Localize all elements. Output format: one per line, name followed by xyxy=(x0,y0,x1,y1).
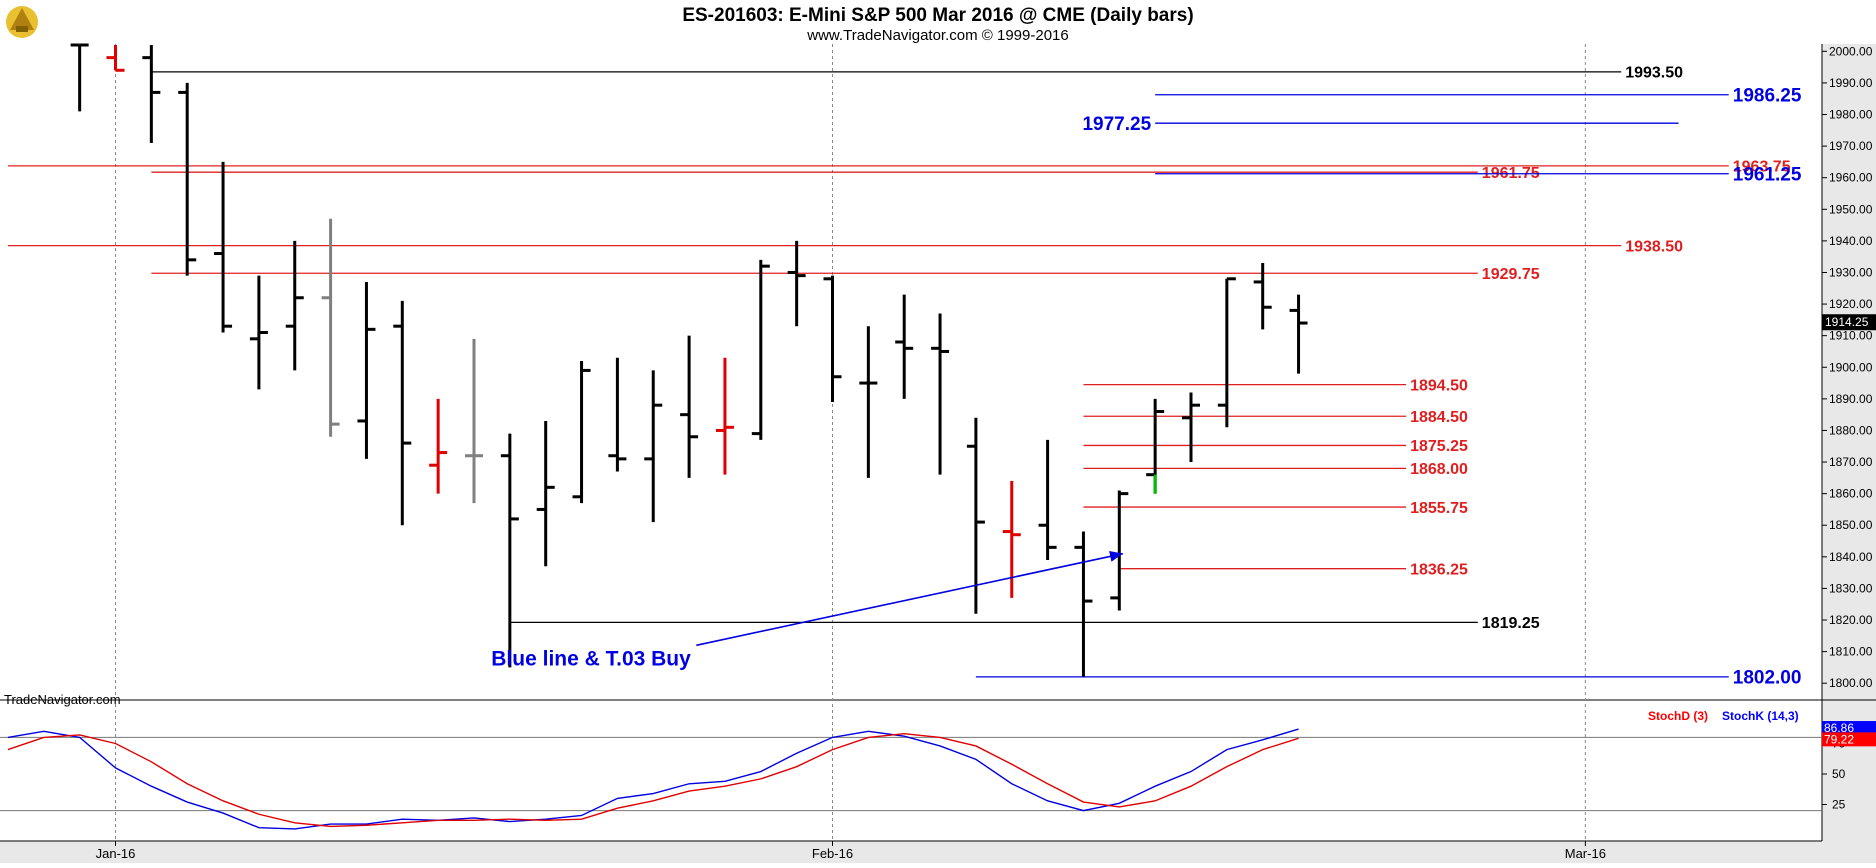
level-label: 1938.50 xyxy=(1625,238,1683,255)
ohlc-bar xyxy=(1074,531,1093,677)
ohlc-bar xyxy=(895,294,914,399)
chart-subtitle: www.TradeNavigator.com © 1999-2016 xyxy=(806,27,1068,44)
ohlc-bar xyxy=(106,45,125,72)
stoch-k-value: 86.86 xyxy=(1824,721,1854,735)
ohlc-bar xyxy=(285,240,304,371)
ohlc-bar xyxy=(1182,392,1200,463)
level-label: 1884.50 xyxy=(1410,409,1468,426)
price-tick-label: 1960.00 xyxy=(1829,171,1873,185)
ohlc-bar xyxy=(1146,398,1165,494)
ohlc-bar xyxy=(178,82,197,276)
ohlc-bar xyxy=(321,218,340,437)
price-tick-label: 2000.00 xyxy=(1829,44,1873,58)
ohlc-bar xyxy=(70,43,89,112)
level-label: 1875.25 xyxy=(1410,438,1468,455)
stoch-d-value-box xyxy=(1822,732,1876,747)
ohlc-bar xyxy=(214,161,233,333)
price-tick-label: 1880.00 xyxy=(1829,423,1873,437)
level-label: 1993.50 xyxy=(1625,65,1683,82)
watermark: TradeNavigator.com xyxy=(4,692,121,707)
price-tick-label: 1950.00 xyxy=(1829,202,1873,216)
price-tick-label: 1970.00 xyxy=(1829,139,1873,153)
current-price-box xyxy=(1822,314,1876,331)
level-label: 1868.00 xyxy=(1410,461,1468,478)
stoch-series-line xyxy=(7,733,1299,828)
current-price-label: 1914.25 xyxy=(1825,315,1869,329)
time-tick-label: Jan-16 xyxy=(96,846,136,861)
ohlc-bar xyxy=(608,357,627,472)
price-tick-label: 1990.00 xyxy=(1829,76,1873,90)
price-tick-label: 1920.00 xyxy=(1829,297,1873,311)
ohlc-bar xyxy=(1110,490,1129,611)
stoch-tick-label: 50 xyxy=(1832,767,1846,781)
time-axis-bg xyxy=(0,841,1822,863)
ohlc-bar xyxy=(1253,263,1272,330)
level-label: 1977.25 xyxy=(1082,114,1151,135)
price-tick-label: 1800.00 xyxy=(1829,676,1873,690)
annotation-arrow xyxy=(696,552,1124,647)
level-label: 1855.75 xyxy=(1410,500,1468,517)
ohlc-bar xyxy=(536,420,555,567)
level-label: 1963.75 xyxy=(1733,159,1791,176)
price-tick-label: 1930.00 xyxy=(1829,265,1873,279)
price-tick-label: 1890.00 xyxy=(1829,392,1873,406)
ohlc-bar xyxy=(1289,294,1308,374)
legend-stoch-k: StochK (14,3) xyxy=(1722,709,1799,723)
ohlc-bar xyxy=(500,433,519,668)
stoch-series-line xyxy=(7,728,1299,830)
level-label: 1986.25 xyxy=(1733,86,1802,107)
ohlc-bar xyxy=(931,313,950,475)
ohlc-bar xyxy=(644,370,663,523)
price-tick-label: 1860.00 xyxy=(1829,487,1873,501)
stoch-tick-label: 25 xyxy=(1832,798,1846,812)
ohlc-bar xyxy=(751,259,770,440)
ohlc-bar xyxy=(680,335,699,478)
price-tick-label: 1900.00 xyxy=(1829,360,1873,374)
ohlc-bar xyxy=(1002,481,1021,598)
ohlc-bar xyxy=(1217,277,1236,428)
price-tick-label: 1840.00 xyxy=(1829,550,1873,564)
level-label: 1894.50 xyxy=(1410,377,1468,394)
arrow-head-icon xyxy=(1109,551,1123,562)
ohlc-bar xyxy=(142,45,161,143)
level-label: 1802.00 xyxy=(1733,668,1802,689)
ohlc-bar xyxy=(429,398,448,494)
stoch-k-value-box xyxy=(1822,721,1876,736)
time-tick-label: Feb-16 xyxy=(812,846,853,861)
ohlc-bar xyxy=(1038,439,1057,560)
level-label: 1961.25 xyxy=(1733,165,1802,186)
ohlc-bar xyxy=(393,300,412,526)
level-label: 1836.25 xyxy=(1410,561,1468,578)
ohlc-bar xyxy=(715,357,734,475)
stoch-d-value: 79.22 xyxy=(1824,732,1854,746)
ohlc-bar xyxy=(966,417,985,614)
ohlc-bar xyxy=(787,240,806,327)
price-tick-label: 1820.00 xyxy=(1829,613,1873,627)
ohlc-bar xyxy=(249,275,268,390)
ohlc-bar xyxy=(357,281,376,459)
level-label: 1819.25 xyxy=(1482,615,1540,632)
logo-icon xyxy=(6,6,38,38)
ohlc-bar xyxy=(465,338,483,504)
ohlc-bar xyxy=(823,275,842,403)
ohlc-bar xyxy=(859,326,878,478)
chart-title: ES-201603: E-Mini S&P 500 Mar 2016 @ CME… xyxy=(682,5,1193,26)
price-tick-label: 1870.00 xyxy=(1829,455,1873,469)
legend-stoch-d: StochD (3) xyxy=(1648,709,1708,723)
time-tick-label: Mar-16 xyxy=(1565,846,1606,861)
price-tick-label: 1910.00 xyxy=(1829,329,1873,343)
level-label: 1929.75 xyxy=(1482,266,1540,283)
price-tick-label: 1850.00 xyxy=(1829,518,1873,532)
price-tick-label: 1830.00 xyxy=(1829,581,1873,595)
ohlc-bar xyxy=(572,360,591,504)
price-tick-label: 1810.00 xyxy=(1829,645,1873,659)
price-tick-label: 1940.00 xyxy=(1829,234,1873,248)
price-tick-label: 1980.00 xyxy=(1829,108,1873,122)
annotation-text: Blue line & T.03 Buy xyxy=(491,647,691,670)
